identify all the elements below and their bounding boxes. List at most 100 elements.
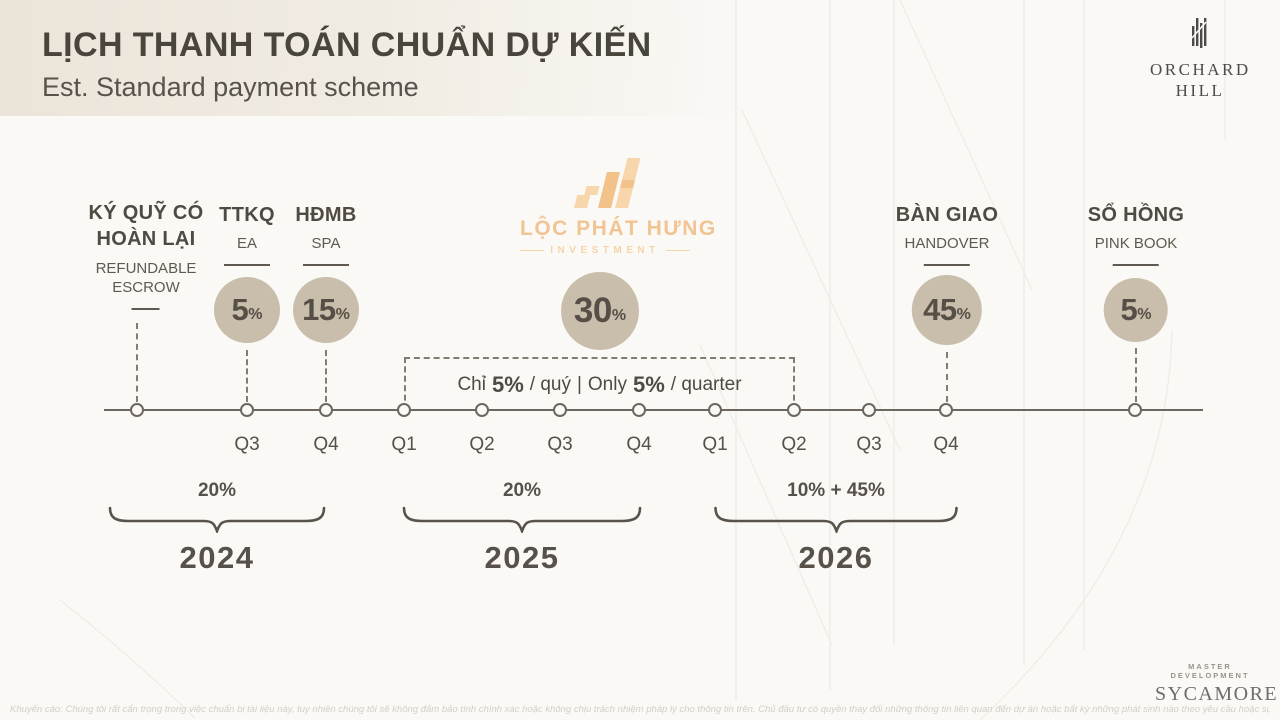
quarter-label: Q4 — [313, 434, 339, 455]
timeline-node — [862, 403, 876, 417]
orchard-hill-logo: ORCHARD HILL — [1150, 18, 1250, 101]
brace-2024 — [108, 506, 326, 535]
quarterly-payment-note-box: Chỉ 5% / quý | Only 5% / quarter — [404, 357, 795, 410]
orchard-hill-name-line1: ORCHARD — [1150, 60, 1251, 79]
loc-phat-hung-icon — [574, 158, 641, 208]
milestone-handover-percent-unit: % — [956, 306, 971, 323]
loc-phat-hung-subname: INVESTMENT — [550, 245, 660, 256]
milestone-hdmb-percent-badge: 15% — [293, 277, 359, 343]
milestone-escrow: KÝ QUỸ CÓ HOÀN LẠI REFUNDABLE ESCROW — [89, 200, 204, 310]
milestone-construction-percent-value: 30 — [573, 291, 612, 330]
timeline-node — [1128, 403, 1142, 417]
milestone-pinkbook-percent-badge: 5% — [1104, 278, 1168, 342]
milestone-escrow-rule — [132, 308, 160, 310]
timeline-node — [632, 403, 646, 417]
year-2025-label: 2025 — [484, 540, 560, 575]
timeline-node — [130, 403, 144, 417]
year-group-2026: 10% + 45% 2026 — [714, 480, 959, 576]
timeline-node — [319, 403, 333, 417]
brace-2025 — [402, 506, 642, 535]
connector-escrow — [136, 323, 138, 402]
disclaimer-text: Khuyến cáo: Chúng tôi rất cẩn trọng tron… — [10, 704, 1270, 715]
milestone-handover-percent-value: 45 — [923, 292, 957, 327]
milestone-handover: BÀN GIAO HANDOVER 45% — [896, 202, 998, 345]
loc-phat-hung-watermark: LỘC PHÁT HƯNG INVESTMENT — [520, 156, 717, 256]
milestone-handover-rule — [924, 264, 970, 266]
master-development-label: MASTER DEVELOPMENT — [1170, 662, 1250, 680]
milestone-ttkq-percent-badge: 5% — [214, 277, 280, 343]
note-vn-prefix: Chỉ — [457, 373, 486, 395]
sycamore-logo: MASTER DEVELOPMENT SYCAMORE — [1155, 662, 1279, 706]
watermark-right-rule — [665, 250, 690, 251]
page-subtitle: Est. Standard payment scheme — [42, 72, 419, 102]
note-en-bold: 5% — [632, 371, 665, 397]
quarter-label: Q4 — [933, 434, 959, 455]
note-en-suffix: / quarter — [670, 373, 742, 395]
connector-ttkq — [246, 350, 248, 402]
note-divider: | — [576, 373, 582, 395]
milestone-handover-percent-badge: 45% — [912, 275, 982, 345]
milestone-hdmb-rule — [303, 264, 349, 266]
quarter-label: Q3 — [547, 434, 573, 455]
watermark-left-rule — [520, 250, 545, 251]
milestone-ttkq-title-en: EA — [236, 235, 257, 252]
milestone-construction-percent-unit: % — [611, 307, 627, 324]
milestone-escrow-title-en-2: ESCROW — [112, 279, 180, 296]
milestone-handover-title-vn: BÀN GIAO — [895, 204, 999, 226]
milestone-hdmb-percent-value: 15 — [302, 292, 336, 327]
timeline-node — [708, 403, 722, 417]
note-vn-suffix: / quý — [529, 373, 571, 395]
milestone-construction-percent-badge: 30% — [561, 272, 639, 350]
year-group-2025: 20% 2025 — [402, 480, 642, 576]
milestone-ttkq-title-vn: TTKQ — [219, 204, 275, 226]
year-group-2024: 20% 2024 — [108, 480, 326, 576]
milestone-pinkbook-title-vn: SỔ HỒNG — [1087, 204, 1185, 226]
milestone-ttkq-percent-value: 5 — [231, 292, 249, 327]
sycamore-name: SYCAMORE — [1155, 683, 1279, 705]
timeline-node — [787, 403, 801, 417]
orchard-hill-name-line2: HILL — [1175, 81, 1225, 100]
milestone-ttkq-rule — [224, 264, 270, 266]
milestone-pinkbook: SỔ HỒNG PINK BOOK 5% — [1088, 202, 1185, 342]
timeline-node — [240, 403, 254, 417]
milestone-hdmb-percent-unit: % — [335, 306, 350, 323]
quarter-label: Q4 — [626, 434, 652, 455]
timeline-node — [553, 403, 567, 417]
year-2024-percent: 20% — [197, 480, 237, 501]
quarter-label: Q2 — [781, 434, 807, 455]
milestone-ttkq-percent-unit: % — [248, 306, 263, 323]
brace-2026 — [714, 506, 958, 535]
timeline-node — [939, 403, 953, 417]
year-2026-label: 2026 — [798, 540, 874, 575]
quarter-label: Q3 — [856, 434, 882, 455]
year-2024-label: 2024 — [179, 540, 255, 575]
quarter-label: Q3 — [234, 434, 260, 455]
milestone-pinkbook-percent-value: 5 — [1120, 292, 1138, 327]
quarter-label: Q2 — [469, 434, 495, 455]
milestone-hdmb: HĐMB SPA 15% — [293, 202, 359, 343]
milestone-escrow-title-vn-1: KÝ QUỸ CÓ — [88, 202, 204, 224]
connector-handover — [946, 352, 948, 402]
milestone-hdmb-title-en: SPA — [311, 235, 341, 252]
loc-phat-hung-name: LỘC PHÁT HƯNG — [520, 217, 717, 240]
milestone-escrow-title-en-1: REFUNDABLE — [95, 260, 197, 277]
header-gradient-band — [0, 0, 770, 116]
quarter-label: Q1 — [391, 434, 417, 455]
milestone-ttkq: TTKQ EA 5% — [214, 202, 280, 343]
page-title: LỊCH THANH TOÁN CHUẨN DỰ KIẾN — [42, 26, 652, 64]
quarter-label: Q1 — [702, 434, 728, 455]
timeline-node — [475, 403, 489, 417]
milestone-pinkbook-title-en: PINK BOOK — [1094, 235, 1178, 252]
timeline-axis — [104, 409, 1203, 411]
milestone-escrow-title-vn-2: HOÀN LẠI — [96, 228, 196, 250]
milestone-hdmb-title-vn: HĐMB — [295, 204, 357, 226]
orchard-hill-icon — [1191, 18, 1207, 48]
connector-hdmb — [325, 350, 327, 402]
timeline-node — [397, 403, 411, 417]
note-vn-bold: 5% — [491, 371, 524, 397]
connector-pinkbook — [1135, 348, 1137, 402]
year-2026-percent: 10% + 45% — [787, 480, 885, 501]
milestone-construction: 30% — [561, 272, 639, 350]
milestone-pinkbook-percent-unit: % — [1137, 306, 1152, 323]
